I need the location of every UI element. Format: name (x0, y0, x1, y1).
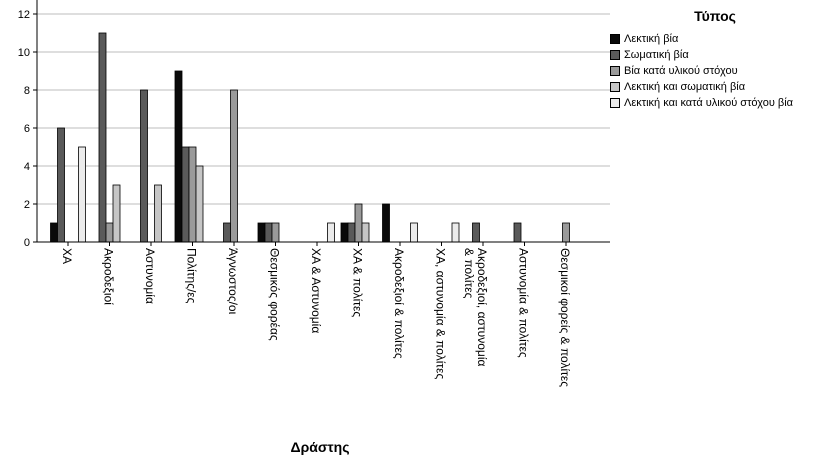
x-tick-label-text: Πολίτης/ες (185, 248, 199, 304)
x-tick-label-text: Ακροδεξιοί & πολίτες (392, 248, 406, 359)
legend-swatch (610, 50, 620, 60)
x-tick-label-text: Άγνωστος/οι (226, 248, 240, 315)
legend-items: Λεκτική βία Σωματική βία Βία κατά υλικού σ… (610, 33, 820, 109)
bar (354, 203, 363, 243)
x-tick-label-text: Ακροδεξιοί (102, 248, 116, 305)
x-tick-label-text: Ακροδεξιοί, αστυνομία& πολίτες (462, 248, 489, 366)
x-tick-label-text: ΧΑ, αστυνομία & πολίτες (434, 248, 448, 379)
x-tick-label: ΧΑ & πολίτες (351, 248, 365, 317)
legend-label: Σωματική βία (624, 49, 689, 61)
x-tick-label: ΧΑ & Αστυνομία (309, 248, 323, 333)
x-tick-labels: ΧΑ Ακροδεξιοί Αστυνομία Πολίτης/ες Άγνωστος/… (60, 248, 572, 387)
bar (562, 222, 570, 243)
bar (382, 203, 390, 243)
x-tick-label-text: ΧΑ & πολίτες (351, 248, 365, 317)
legend-swatch (610, 98, 620, 108)
bar (223, 222, 231, 243)
bar (347, 222, 356, 243)
x-tick-label: Άγνωστος/οι (226, 248, 240, 315)
bar (154, 184, 162, 243)
y-tick-label: 8 (24, 85, 30, 97)
x-tick-label: Πολίτης/ες (185, 248, 199, 304)
bar (257, 222, 266, 243)
legend-label: Λεκτική βία (624, 33, 679, 45)
bar (50, 222, 58, 243)
x-tick-label: Θεσμικοί φορείς & πολίτες (558, 248, 572, 387)
y-tick-label: 2 (24, 199, 30, 211)
bar (57, 127, 65, 243)
x-axis-title: Δράστης (291, 439, 350, 455)
legend-item: Βία κατά υλικού στόχου (610, 65, 820, 77)
x-tick-label: Ακροδεξιοί & πολίτες (392, 248, 406, 359)
y-tick-labels: 0 2 4 6 8 10 12 (18, 9, 30, 249)
bar (230, 89, 238, 243)
x-tick-label: Θεσμικός φορέας (268, 248, 282, 341)
x-tick-label: Ακροδεξιοί (102, 248, 116, 305)
bar (174, 70, 183, 243)
legend-label: Βία κατά υλικού στόχου (624, 65, 738, 77)
y-tick-label: 6 (24, 123, 30, 135)
bar (195, 165, 204, 243)
bar (340, 222, 349, 243)
bar (327, 222, 335, 243)
x-tick-label-text: Θεσμικός φορέας (268, 248, 282, 341)
legend-item: Λεκτική βία (610, 33, 820, 45)
bar (105, 222, 114, 243)
legend-item: Λεκτική και κατά υλικού στόχου βία (610, 97, 820, 109)
x-tick-label-text: Αστυνομία (143, 248, 157, 304)
x-tick-label-text: Θεσμικοί φορείς & πολίτες (558, 248, 572, 387)
legend: Τύπος Λεκτική βία Σωματική βία Βία κατά υλ… (610, 8, 820, 113)
bar (451, 222, 460, 243)
legend-title: Τύπος (694, 8, 736, 24)
x-tick-label: Αστυνομία & πολίτες (517, 248, 531, 358)
bar (181, 146, 190, 243)
bar (361, 222, 370, 243)
bar (271, 222, 280, 243)
y-tick-label: 4 (24, 161, 30, 173)
x-tick-label: Ακροδεξιοί, αστυνομία& πολίτες (462, 248, 489, 366)
x-tick-label-text: ΧΑ & Αστυνομία (309, 248, 323, 333)
legend-label: Λεκτική και σωματική βία (624, 81, 746, 93)
legend-swatch (610, 82, 620, 92)
legend-item: Λεκτική και σωματική βία (610, 81, 820, 93)
x-tick-label: ΧΑ, αστυνομία & πολίτες (434, 248, 448, 379)
gridlines (33, 13, 610, 243)
legend-swatch (610, 34, 620, 44)
y-tick-label: 10 (18, 47, 30, 59)
bar (98, 32, 107, 243)
x-tick-label: ΧΑ (60, 248, 74, 264)
bar (264, 222, 273, 243)
bar (140, 89, 148, 243)
y-tick-label: 0 (24, 237, 30, 249)
bars (50, 32, 570, 243)
bar (513, 222, 522, 243)
x-tick-label-text: Αστυνομία & πολίτες (517, 248, 531, 358)
legend-item: Σωματική βία (610, 49, 820, 61)
legend-label: Λεκτική και κατά υλικού στόχου βία (624, 97, 794, 109)
axes (36, 0, 610, 246)
bar (188, 146, 197, 243)
bar (472, 222, 480, 243)
y-tick-label: 12 (18, 9, 30, 21)
bar (78, 146, 86, 243)
legend-swatch (610, 66, 620, 76)
x-tick-label: Αστυνομία (143, 248, 157, 304)
x-tick-label-text: ΧΑ (60, 248, 74, 264)
bar (410, 222, 418, 243)
bar (112, 184, 121, 243)
